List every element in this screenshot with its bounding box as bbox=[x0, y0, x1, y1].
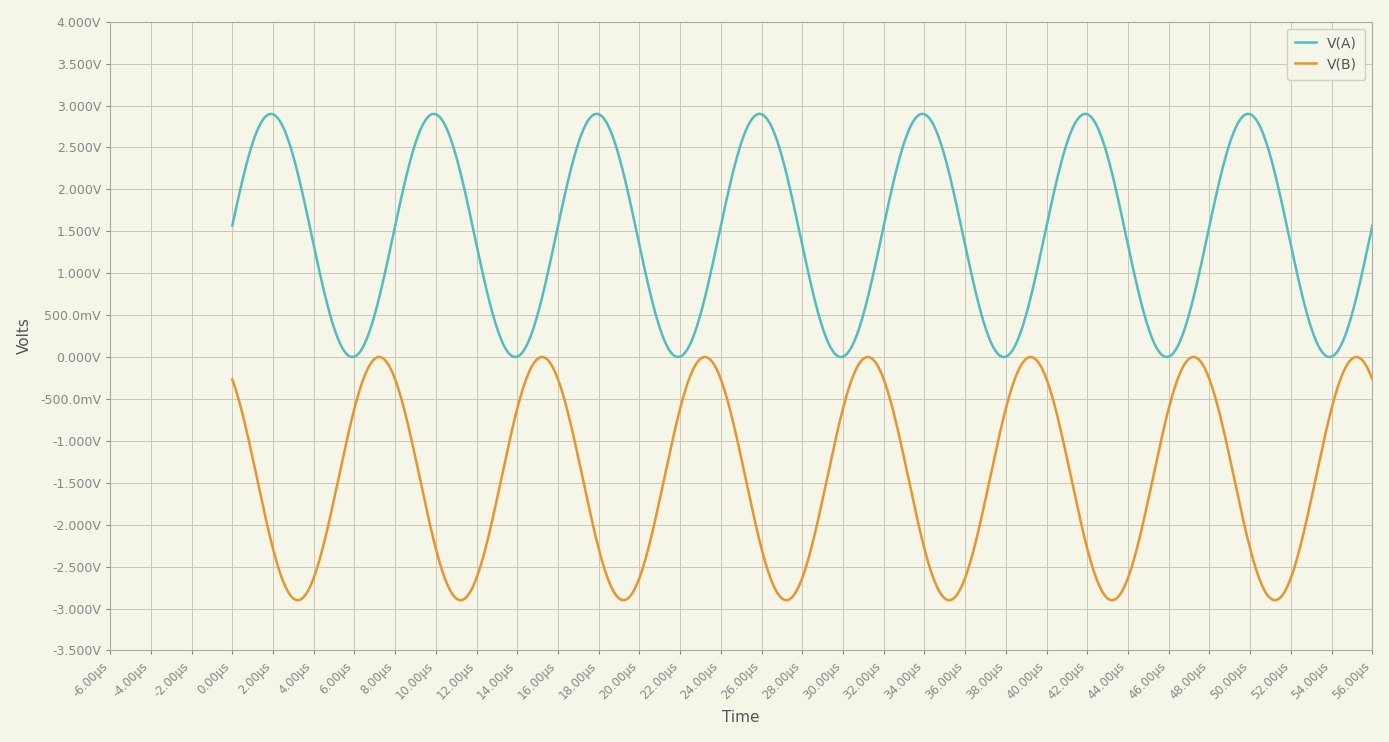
V(A) bbox=[417, 116, 433, 125]
V(B) bbox=[1006, 377, 1022, 386]
V(B) bbox=[1364, 375, 1381, 384]
V(A) bbox=[1282, 239, 1299, 248]
V(B) bbox=[699, 353, 715, 362]
V(A) bbox=[1364, 221, 1381, 230]
X-axis label: Time: Time bbox=[722, 710, 760, 726]
V(A) bbox=[1006, 344, 1022, 352]
V(B) bbox=[417, 496, 433, 505]
Y-axis label: Volts: Volts bbox=[17, 318, 32, 355]
V(A) bbox=[699, 284, 715, 293]
Legend: V(A), V(B): V(A), V(B) bbox=[1286, 29, 1365, 80]
V(B) bbox=[913, 528, 929, 537]
V(B) bbox=[865, 355, 882, 364]
V(A) bbox=[865, 269, 882, 278]
V(B) bbox=[1282, 574, 1299, 583]
Line: V(B): V(B) bbox=[232, 357, 1372, 600]
Line: V(A): V(A) bbox=[232, 114, 1372, 357]
V(A) bbox=[913, 110, 929, 119]
